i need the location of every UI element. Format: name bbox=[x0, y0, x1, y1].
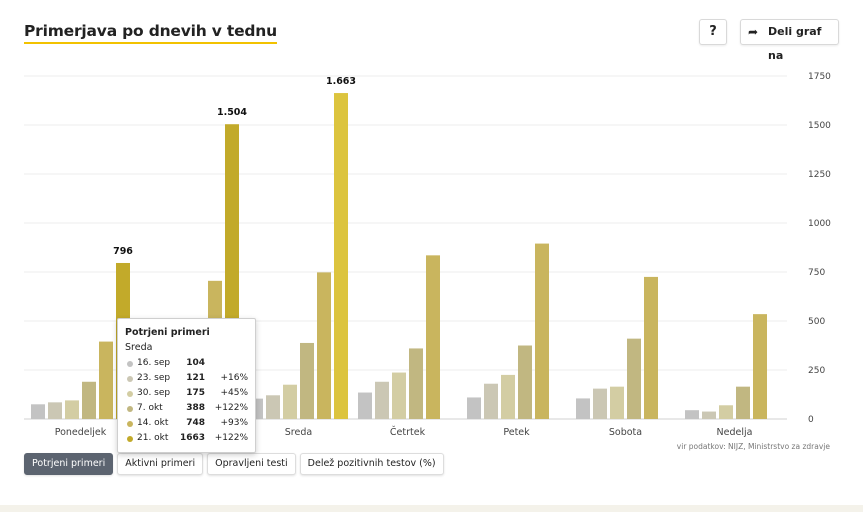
help-button-label: ? bbox=[709, 24, 717, 39]
bar[interactable] bbox=[266, 395, 280, 419]
chart-title: Primerjava po dnevih v tednu bbox=[24, 22, 277, 44]
tab-aktivni-primeri[interactable]: Aktivni primeri bbox=[117, 453, 204, 475]
tooltip-row-value: 104 bbox=[186, 358, 205, 368]
tooltip-row-change: +45% bbox=[220, 388, 248, 398]
tooltip-row-change: +93% bbox=[220, 418, 248, 428]
share-button-label: Deli graf na bbox=[768, 25, 822, 62]
bar[interactable] bbox=[409, 348, 423, 419]
data-label: 796 bbox=[113, 246, 133, 257]
x-tick-label: Nedelja bbox=[717, 427, 753, 438]
y-tick-label: 1500 bbox=[808, 121, 831, 131]
bar[interactable] bbox=[576, 398, 590, 419]
tooltip-row-label: 7. okt bbox=[137, 403, 163, 413]
bar[interactable] bbox=[719, 405, 733, 419]
x-tick-label: Sreda bbox=[285, 427, 312, 438]
share-arrow-icon: ➦ bbox=[748, 25, 759, 39]
y-tick-label: 1250 bbox=[808, 170, 831, 180]
bar[interactable] bbox=[518, 345, 532, 420]
tooltip-subtitle: Sreda bbox=[125, 342, 153, 353]
tooltip-row-value: 388 bbox=[186, 403, 205, 413]
bar[interactable] bbox=[484, 383, 498, 419]
tooltip-row: 23. sep 121 +16% bbox=[118, 372, 255, 386]
share-button[interactable]: ➦ Deli graf na bbox=[740, 19, 839, 62]
bar[interactable] bbox=[99, 341, 113, 419]
tooltip-row-value: 748 bbox=[186, 418, 205, 428]
y-tick-label: 1750 bbox=[808, 72, 831, 82]
tooltip-row-label: 23. sep bbox=[137, 373, 171, 383]
bar[interactable] bbox=[426, 255, 440, 419]
tooltip-row: 7. okt 388 +122% bbox=[118, 402, 255, 416]
bar[interactable] bbox=[375, 381, 389, 419]
bar[interactable] bbox=[610, 386, 624, 419]
tooltip-row-change: +16% bbox=[220, 373, 248, 383]
footer-band bbox=[0, 505, 863, 512]
tab-delez-pozitivnih[interactable]: Delež pozitivnih testov (%) bbox=[299, 453, 444, 475]
bar[interactable] bbox=[702, 411, 716, 419]
tooltip-row-value: 121 bbox=[186, 373, 205, 383]
bar[interactable] bbox=[644, 276, 658, 419]
data-source-note: vir podatkov: NIJZ, Ministrstvo za zdrav… bbox=[676, 442, 830, 451]
y-tick-label: 0 bbox=[808, 415, 814, 425]
tooltip-row-label: 21. okt bbox=[137, 433, 169, 443]
bar[interactable] bbox=[392, 372, 406, 419]
tooltip-row-label: 14. okt bbox=[137, 418, 169, 428]
bar[interactable] bbox=[82, 381, 96, 419]
bar[interactable] bbox=[467, 397, 481, 419]
bar[interactable] bbox=[736, 386, 750, 419]
bar[interactable] bbox=[627, 338, 641, 419]
bar[interactable] bbox=[283, 384, 297, 419]
y-tick-label: 750 bbox=[808, 268, 825, 278]
series-dot-icon bbox=[127, 391, 133, 397]
y-tick-label: 1000 bbox=[808, 219, 831, 229]
tooltip-row-change: +122% bbox=[214, 433, 248, 443]
x-tick-label: Ponedeljek bbox=[55, 427, 107, 438]
tooltip-row-label: 16. sep bbox=[137, 358, 171, 368]
series-dot-icon bbox=[127, 406, 133, 412]
tooltip-row-label: 30. sep bbox=[137, 388, 171, 398]
tooltip-title: Potrjeni primeri bbox=[125, 327, 210, 338]
y-tick-label: 500 bbox=[808, 317, 825, 327]
bar[interactable] bbox=[358, 392, 372, 419]
bar[interactable] bbox=[300, 342, 314, 419]
y-tick-label: 250 bbox=[808, 366, 825, 376]
bar[interactable] bbox=[317, 272, 331, 419]
data-label: 1.504 bbox=[217, 107, 247, 118]
tooltip-row: 21. okt 1663 +122% bbox=[118, 432, 255, 446]
tooltip-row-value: 1663 bbox=[179, 433, 205, 443]
data-label: 1.663 bbox=[326, 76, 356, 87]
series-dot-icon bbox=[127, 376, 133, 382]
bar[interactable] bbox=[685, 410, 699, 419]
tab-potrjeni-primeri[interactable]: Potrjeni primeri bbox=[24, 453, 114, 475]
x-tick-label: Sobota bbox=[609, 427, 642, 438]
tooltip-row: 14. okt 748 +93% bbox=[118, 417, 255, 431]
chart-tooltip: Potrjeni primeri Sreda 16. sep 104 23. s… bbox=[117, 318, 256, 453]
tooltip-row: 30. sep 175 +45% bbox=[118, 387, 255, 401]
bar[interactable] bbox=[535, 243, 549, 419]
bar[interactable] bbox=[593, 388, 607, 419]
bar[interactable] bbox=[753, 314, 767, 419]
series-dot-icon bbox=[127, 361, 133, 367]
x-tick-label: Petek bbox=[503, 427, 530, 438]
tooltip-row: 16. sep 104 bbox=[118, 357, 255, 371]
help-button[interactable]: ? bbox=[699, 19, 727, 45]
x-tick-label: Četrtek bbox=[390, 426, 426, 438]
metric-tabs: Potrjeni primeri Aktivni primeri Opravlj… bbox=[24, 453, 444, 475]
bar[interactable] bbox=[501, 374, 515, 419]
bar[interactable] bbox=[65, 400, 79, 419]
bar[interactable] bbox=[334, 93, 348, 419]
tab-opravljeni-testi[interactable]: Opravljeni testi bbox=[207, 453, 296, 475]
series-dot-icon bbox=[127, 421, 133, 427]
bar[interactable] bbox=[31, 404, 45, 419]
tooltip-row-change: +122% bbox=[214, 403, 248, 413]
tooltip-row-value: 175 bbox=[186, 388, 205, 398]
bar[interactable] bbox=[48, 402, 62, 419]
series-dot-icon bbox=[127, 436, 133, 442]
